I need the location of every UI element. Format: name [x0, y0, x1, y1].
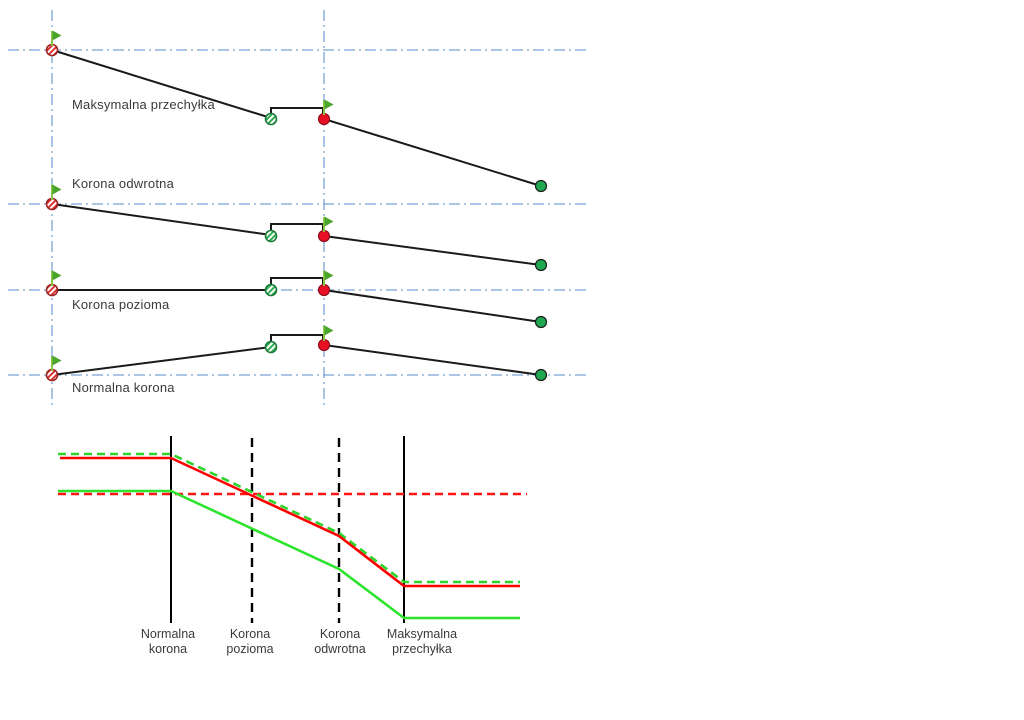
start-grip-icon[interactable] [45, 368, 59, 382]
lane-line-right [323, 344, 542, 376]
mid-grip-icon[interactable] [264, 283, 278, 297]
lane-line-left [51, 346, 272, 376]
station-label-line2: korona [148, 642, 188, 656]
pivot-grip-icon[interactable] [317, 112, 331, 126]
pivot-grip-icon[interactable] [317, 338, 331, 352]
pivot-grip-icon[interactable] [317, 283, 331, 297]
end-grip-icon[interactable] [534, 258, 548, 272]
guide-lines [8, 10, 587, 408]
flag-icon[interactable] [323, 324, 335, 342]
flag-icon[interactable] [323, 269, 335, 287]
section-label-korona-pozioma: Korona pozioma [72, 297, 170, 312]
lane-line-right [323, 235, 542, 266]
cross-section-maksymalna-przechylka [45, 29, 548, 193]
start-grip-icon[interactable] [45, 43, 59, 57]
section-label-normalna-korona: Normalna korona [72, 380, 175, 395]
lane-line-left [51, 203, 272, 236]
lane-line-right [323, 289, 542, 323]
station-label-line1: Normalna [140, 627, 196, 641]
mid-grip-icon[interactable] [264, 112, 278, 126]
start-grip-icon[interactable] [45, 197, 59, 211]
series-green-dashed-upper [58, 452, 520, 584]
station-label-maksymalna-przechylka: Maksymalna przechyłka [352, 627, 492, 657]
station-label-line1: Korona [229, 627, 271, 641]
station-label-line2: pozioma [226, 642, 274, 656]
lane-line-left [51, 49, 272, 119]
section-label-korona-odwrotna: Korona odwrotna [72, 176, 175, 191]
flag-icon[interactable] [323, 215, 335, 233]
crown-step [270, 334, 324, 341]
pivot-grip-icon[interactable] [317, 229, 331, 243]
cross-section-normalna-korona [45, 324, 548, 382]
mid-grip-icon[interactable] [264, 229, 278, 243]
end-grip-icon[interactable] [534, 179, 548, 193]
station-label-line1: Maksymalna [386, 627, 458, 641]
series-green-solid [58, 489, 520, 620]
lane-line-right [323, 118, 542, 187]
station-label-line2: odwrotna [314, 642, 366, 656]
flag-icon[interactable] [51, 183, 63, 201]
flag-icon[interactable] [51, 269, 63, 287]
cross-section-korona-pozioma [45, 269, 548, 329]
station-label-korona-odwrotna: Korona odwrotna [270, 627, 410, 657]
station-label-line1: Korona [319, 627, 361, 641]
end-grip-icon[interactable] [534, 368, 548, 382]
mid-grip-icon[interactable] [264, 340, 278, 354]
series-red-solid [60, 456, 520, 588]
flag-icon[interactable] [323, 98, 335, 116]
crown-step [270, 107, 324, 114]
crown-step [270, 223, 324, 230]
station-label-normalna-korona: Normalna korona [98, 627, 238, 657]
flag-icon[interactable] [51, 29, 63, 47]
crown-step [270, 277, 324, 284]
section-label-maksymalna-przechylka: Maksymalna przechyłka [72, 97, 215, 112]
end-grip-icon[interactable] [534, 315, 548, 329]
cross-section-korona-odwrotna [45, 183, 548, 272]
start-grip-icon[interactable] [45, 283, 59, 297]
flag-icon[interactable] [51, 354, 63, 372]
station-label-line2: przechyłka [392, 642, 452, 656]
superelevation-chart [58, 436, 527, 623]
station-label-korona-pozioma: Korona pozioma [180, 627, 320, 657]
